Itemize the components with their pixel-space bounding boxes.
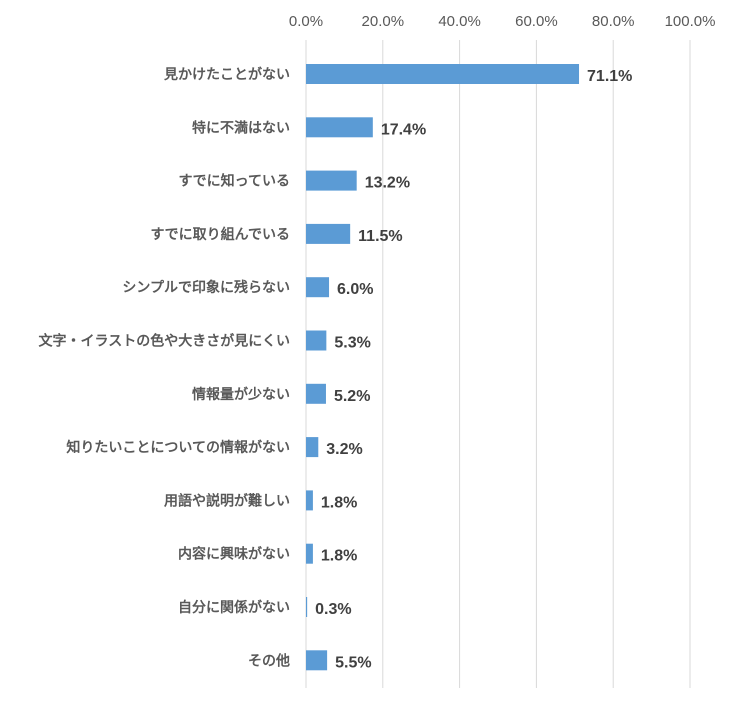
bar bbox=[306, 437, 319, 458]
category-label: 文字・イラストの色や大きさが見にくい bbox=[39, 333, 290, 349]
bar bbox=[306, 117, 373, 138]
bar bbox=[306, 330, 327, 351]
bar bbox=[306, 543, 313, 564]
x-tick-label: 20.0% bbox=[362, 13, 405, 30]
data-label: 1.8% bbox=[321, 494, 357, 511]
bar bbox=[306, 170, 357, 191]
data-label: 5.2% bbox=[334, 388, 370, 405]
x-tick-label: 80.0% bbox=[592, 13, 635, 30]
category-label: シンプルで印象に残らない bbox=[122, 279, 290, 295]
category-label: 自分に関係がない bbox=[178, 599, 290, 615]
bar bbox=[306, 277, 330, 298]
data-label: 17.4% bbox=[381, 121, 426, 138]
category-label: 知りたいことについての情報がない bbox=[66, 439, 290, 455]
category-label: 内容に興味がない bbox=[178, 546, 290, 562]
data-label: 5.3% bbox=[334, 335, 370, 352]
bar bbox=[306, 597, 308, 617]
data-label: 11.5% bbox=[358, 228, 402, 245]
bar bbox=[306, 64, 580, 84]
data-label: 13.2% bbox=[365, 175, 410, 192]
category-label: 用語や説明が難しい bbox=[164, 492, 290, 508]
bar bbox=[306, 383, 326, 404]
bar bbox=[306, 223, 351, 244]
bar bbox=[306, 490, 313, 511]
data-label: 6.0% bbox=[337, 281, 373, 298]
category-label: すでに知っている bbox=[179, 173, 290, 189]
category-label: その他 bbox=[248, 652, 290, 668]
data-label: 71.1% bbox=[587, 68, 632, 85]
data-label: 5.5% bbox=[335, 654, 371, 671]
x-tick-label: 0.0% bbox=[289, 13, 323, 30]
category-label: 見かけたことがない bbox=[163, 66, 290, 82]
data-label: 1.8% bbox=[321, 548, 357, 565]
category-label: 特に不満はない bbox=[192, 119, 290, 135]
category-label: 情報量が少ない bbox=[192, 386, 290, 402]
x-tick-label: 60.0% bbox=[515, 13, 558, 30]
category-label: すでに取り組んでいる bbox=[151, 226, 290, 242]
x-tick-label: 40.0% bbox=[438, 13, 481, 30]
bar bbox=[306, 650, 328, 671]
data-label: 0.3% bbox=[315, 601, 351, 618]
x-tick-label: 100.0% bbox=[665, 13, 716, 30]
data-label: 3.2% bbox=[326, 441, 362, 458]
